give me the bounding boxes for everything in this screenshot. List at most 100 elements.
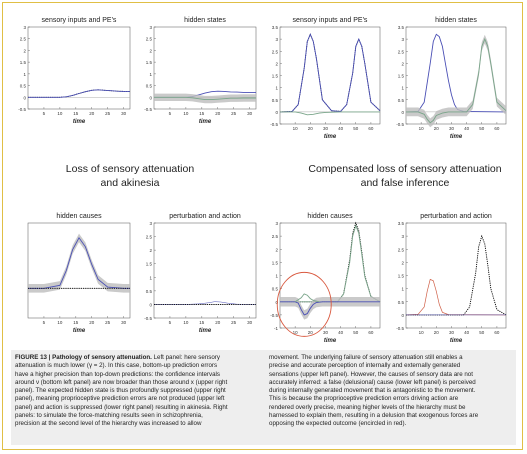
x-axis-label: time bbox=[324, 338, 337, 344]
y-tick-label: 2.5 bbox=[398, 247, 405, 252]
x-tick-label: 40 bbox=[338, 126, 344, 131]
x-tick-label: 10 bbox=[293, 126, 299, 131]
x-tick-label: 60 bbox=[368, 330, 374, 335]
y-tick-label: 1 bbox=[149, 275, 152, 280]
y-tick-label: 0 bbox=[23, 95, 26, 100]
x-tick-label: 30 bbox=[449, 126, 455, 131]
y-tick-label: -0.5 bbox=[144, 107, 152, 112]
y-tick-label: 1.5 bbox=[272, 260, 279, 265]
y-tick-label: 1 bbox=[401, 86, 404, 91]
x-axis-label: time bbox=[73, 328, 86, 334]
y-tick-label: 3.5 bbox=[272, 25, 279, 30]
confidence-band bbox=[280, 297, 380, 320]
x-tick-label: 5 bbox=[43, 111, 46, 116]
panel-title: hidden causes bbox=[56, 213, 102, 220]
caption-right-line-1: precise and accurate perception of inter… bbox=[269, 362, 461, 370]
panel-r_bot_1: hidden causes 3 2.5 2 1.5 1 0.5 0 -0.5 -1 10 20 30 40… bbox=[266, 210, 384, 348]
heading-right: Compensated loss of sensory attenuation … bbox=[285, 162, 525, 190]
caption-right-line-8: opposing the expected outcome (encircled… bbox=[269, 420, 407, 428]
caption-right-line-3: accurately inferred: a false (delusional… bbox=[269, 378, 476, 386]
heading-right-line2: and false inference bbox=[360, 177, 450, 189]
x-tick-label: 20 bbox=[308, 126, 314, 131]
chart-svg-r_bot_2: perturbation and action 3.5 3 2.5 2 1.5 1 0.5 0 -… bbox=[396, 213, 507, 344]
y-tick-label: 1 bbox=[275, 274, 278, 279]
caption-right-column: movement. The underlying failure of sens… bbox=[269, 354, 514, 429]
caption-right-line-7: harnessed to explain them, resulting in … bbox=[269, 412, 479, 420]
x-tick-label: 30 bbox=[247, 320, 253, 325]
axes-box bbox=[153, 222, 257, 319]
x-tick-label: 10 bbox=[419, 330, 425, 335]
x-tick-label: 30 bbox=[121, 111, 127, 116]
x-tick-label: 30 bbox=[247, 111, 253, 116]
y-tick-label: 1 bbox=[23, 72, 26, 77]
caption-left-line-0: Left panel: here sensory bbox=[151, 354, 220, 361]
x-tick-label: 25 bbox=[105, 320, 111, 325]
series-line-black-dotted bbox=[406, 234, 507, 316]
x-tick-label: 15 bbox=[199, 320, 205, 325]
series-line-green bbox=[280, 111, 380, 116]
x-tick-label: 10 bbox=[293, 330, 299, 335]
x-axis-label: time bbox=[450, 338, 463, 344]
y-tick-label: 3 bbox=[275, 37, 278, 42]
axes-box bbox=[27, 26, 131, 110]
y-tick-label: 0 bbox=[401, 110, 404, 115]
caption-right-line-6: rendered overly precise, meaning higher … bbox=[269, 403, 466, 411]
panel-r_bot_2: perturbation and action 3.5 3 2.5 2 1.5 1 0.5 0 -… bbox=[392, 210, 510, 348]
panel-l_top_1: sensory inputs and PE's 3 2.5 2 1.5 1 0.5 0 -0.5… bbox=[14, 14, 134, 129]
x-tick-label: 50 bbox=[353, 126, 359, 131]
y-tick-label: -0.5 bbox=[144, 316, 152, 321]
y-tick-label: 2 bbox=[275, 247, 278, 252]
y-tick-label: 0.5 bbox=[146, 84, 153, 89]
y-tick-label: -1 bbox=[274, 326, 278, 331]
x-tick-label: 25 bbox=[231, 320, 237, 325]
caption-left-line-6: panel) and action is suppressed (lower r… bbox=[15, 403, 228, 411]
panel-l_bot_1: hidden causes 5 10 15 20 25 30 time bbox=[14, 210, 134, 338]
panel-title: perturbation and action bbox=[169, 213, 241, 220]
confidence-band bbox=[154, 93, 256, 104]
y-tick-label: 2 bbox=[275, 61, 278, 66]
series-line-green bbox=[280, 224, 381, 303]
caption-right-line-2: sensations (upper left panel). However, … bbox=[269, 370, 473, 378]
y-tick-label: -0.5 bbox=[270, 313, 278, 318]
y-tick-label: 2 bbox=[23, 48, 26, 53]
figure-caption: FIGURE 13 | Pathology of sensory attenua… bbox=[11, 350, 516, 445]
x-tick-label: 15 bbox=[73, 320, 79, 325]
y-tick-label: 3 bbox=[275, 221, 278, 226]
chart-svg-l_bot_1: hidden causes 5 10 15 20 25 30 time bbox=[27, 213, 131, 334]
caption-left-line-4: panel). The expected hidden state is thu… bbox=[15, 387, 226, 395]
y-tick-label: 0.5 bbox=[20, 84, 27, 89]
caption-right-line-0: movement. The underlying failure of sens… bbox=[269, 354, 463, 361]
y-tick-label: 1 bbox=[149, 72, 152, 77]
y-tick-label: 0.5 bbox=[146, 289, 153, 294]
y-tick-label: -0.5 bbox=[270, 122, 278, 127]
x-tick-label: 20 bbox=[308, 330, 314, 335]
y-tick-label: 0.5 bbox=[398, 98, 405, 103]
series-line-blue-band bbox=[280, 301, 380, 316]
panel-title: hidden states bbox=[435, 17, 477, 24]
chart-svg-r_top_2: hidden states 3.5 3 2.5 2 1.5 1 0.5 0 -0.5 10 20 30 4… bbox=[396, 17, 507, 140]
caption-title: FIGURE 13 | Pathology of sensory attenua… bbox=[15, 354, 152, 361]
y-tick-label: 3 bbox=[401, 234, 404, 239]
x-axis-label: time bbox=[199, 119, 212, 125]
y-tick-label: 2 bbox=[149, 248, 152, 253]
x-tick-label: 10 bbox=[419, 126, 425, 131]
y-tick-label: 1.5 bbox=[146, 60, 153, 65]
panel-l_bot_2: perturbation and action 3 2.5 2 1.5 1 0.5 0 -0.5… bbox=[140, 210, 260, 338]
x-tick-label: 15 bbox=[199, 111, 205, 116]
y-tick-label: 2.5 bbox=[146, 235, 153, 240]
y-tick-label: 0.5 bbox=[272, 287, 279, 292]
y-tick-label: 1.5 bbox=[20, 60, 27, 65]
y-tick-label: 3.5 bbox=[398, 221, 405, 226]
x-axis-label: time bbox=[73, 119, 86, 125]
y-tick-label: 1 bbox=[401, 287, 404, 292]
x-tick-label: 20 bbox=[434, 126, 440, 131]
x-tick-label: 40 bbox=[338, 330, 344, 335]
chart-svg-r_top_1: sensory inputs and PE's 3.5 3 2.5 2 1.5 1 0.5 0 -… bbox=[270, 17, 381, 140]
x-tick-label: 20 bbox=[434, 330, 440, 335]
axes-box bbox=[153, 26, 257, 110]
y-tick-label: 2.5 bbox=[272, 234, 279, 239]
y-tick-label: 0 bbox=[401, 313, 404, 318]
series-line-green-band bbox=[406, 37, 507, 124]
panel-l_top_2: hidden states 3 2.5 2 1.5 1 0.5 0 -0.5 5 10 15 20 25 3… bbox=[140, 14, 260, 129]
